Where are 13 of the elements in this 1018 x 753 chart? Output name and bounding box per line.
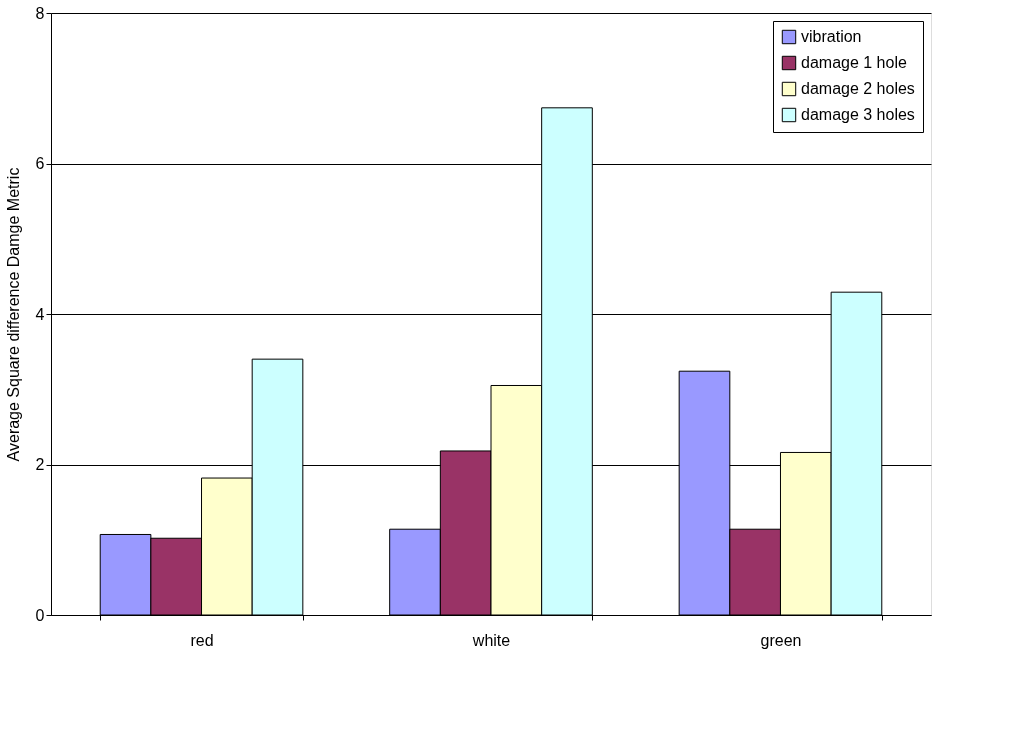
legend-label: damage 1 hole (801, 54, 907, 71)
y-tick-label: 4 (35, 305, 45, 323)
y-tick-label: 8 (35, 4, 45, 22)
y-tick-label: 2 (35, 456, 45, 473)
legend-label: vibration (801, 28, 862, 45)
y-tick-label: 0 (35, 606, 45, 624)
x-tick-label: white (471, 631, 511, 649)
legend-label: damage 3 holes (801, 106, 915, 123)
x-tick-label: green (760, 631, 802, 649)
y-tick-label: 6 (35, 155, 45, 172)
x-tick-label: red (190, 631, 214, 649)
y-axis-title: Average Square difference Damge Metric (4, 167, 22, 462)
legend-label: damage 2 holes (801, 80, 915, 97)
